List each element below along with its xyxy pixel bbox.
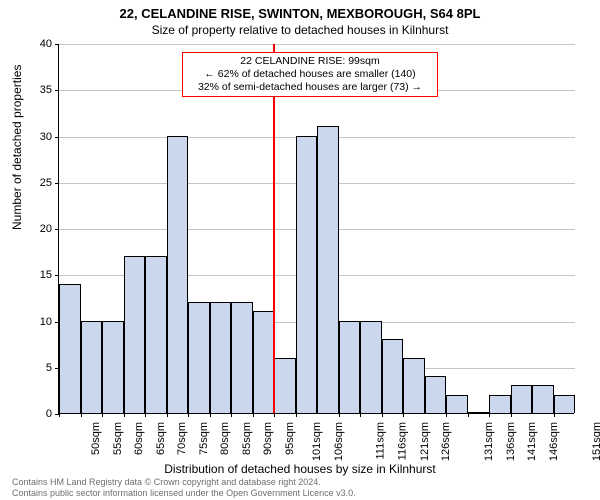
x-tick-label: 95sqm <box>284 422 296 455</box>
y-tick-label: 30 <box>26 131 52 143</box>
y-tick-label: 10 <box>26 316 52 328</box>
histogram-bar <box>403 358 424 414</box>
x-tick-label: 136sqm <box>505 422 517 461</box>
histogram-bar <box>468 412 489 413</box>
x-tick-label: 85sqm <box>241 422 253 455</box>
footer-attribution: Contains HM Land Registry data © Crown c… <box>12 477 356 498</box>
annotation-line-2: ← 62% of detached houses are smaller (14… <box>187 68 433 81</box>
histogram-bar <box>188 302 210 413</box>
y-tick-label: 5 <box>26 362 52 374</box>
histogram-bar <box>554 395 575 414</box>
x-tick-label: 121sqm <box>419 422 431 461</box>
histogram-bar <box>511 385 532 413</box>
footer-line-2: Contains public sector information licen… <box>12 488 356 498</box>
annotation-line-1: 22 CELANDINE RISE: 99sqm <box>187 55 433 68</box>
x-axis-label: Distribution of detached houses by size … <box>0 462 600 476</box>
annotation-line-3: 32% of semi-detached houses are larger (… <box>187 81 433 94</box>
x-tick-label: 126sqm <box>440 422 452 461</box>
x-tick-label: 90sqm <box>262 422 274 455</box>
y-tick-label: 0 <box>26 408 52 420</box>
x-tick-label: 116sqm <box>396 422 408 460</box>
x-tick-label: 65sqm <box>155 422 167 455</box>
histogram-bar <box>59 284 81 414</box>
y-tick-label: 25 <box>26 177 52 189</box>
histogram-bar <box>210 302 232 413</box>
y-tick-label: 40 <box>26 38 52 50</box>
histogram-bar <box>253 311 275 413</box>
x-tick-label: 50sqm <box>90 422 102 455</box>
y-axis-label: Number of detached properties <box>10 65 24 230</box>
x-tick-label: 151sqm <box>591 422 600 461</box>
histogram-bar <box>382 339 403 413</box>
y-tick-label: 15 <box>26 269 52 281</box>
histogram-bar <box>167 136 189 414</box>
footer-line-1: Contains HM Land Registry data © Crown c… <box>12 477 356 487</box>
x-tick-label: 55sqm <box>112 422 124 455</box>
x-tick-label: 60sqm <box>133 422 145 455</box>
histogram-bar <box>360 321 381 414</box>
histogram-bar <box>81 321 103 414</box>
x-tick-label: 106sqm <box>333 422 345 461</box>
page-title-address: 22, CELANDINE RISE, SWINTON, MEXBOROUGH,… <box>0 6 600 21</box>
x-tick-label: 75sqm <box>198 422 210 455</box>
plot-area: 051015202530354050sqm55sqm60sqm65sqm70sq… <box>58 44 574 414</box>
histogram-bar <box>274 358 295 414</box>
y-tick-label: 35 <box>26 84 52 96</box>
x-tick-label: 70sqm <box>176 422 188 455</box>
histogram-bar <box>317 126 338 413</box>
histogram-bar <box>145 256 167 413</box>
x-tick-label: 80sqm <box>219 422 231 455</box>
histogram-bar <box>532 385 553 413</box>
histogram-bar <box>296 136 317 414</box>
histogram-chart: 051015202530354050sqm55sqm60sqm65sqm70sq… <box>58 44 574 414</box>
reference-line <box>273 44 275 413</box>
histogram-bar <box>339 321 360 414</box>
x-tick-label: 141sqm <box>526 422 538 461</box>
histogram-bar <box>446 395 467 414</box>
histogram-bar <box>124 256 146 413</box>
histogram-bar <box>102 321 124 414</box>
x-tick-label: 131sqm <box>483 422 495 461</box>
x-tick-label: 146sqm <box>548 422 560 461</box>
x-tick-label: 101sqm <box>311 422 323 461</box>
y-tick-label: 20 <box>26 223 52 235</box>
page-subtitle: Size of property relative to detached ho… <box>0 23 600 37</box>
gridline <box>59 44 575 45</box>
x-tick-label: 111sqm <box>374 422 386 460</box>
histogram-bar <box>489 395 510 414</box>
annotation-box: 22 CELANDINE RISE: 99sqm ← 62% of detach… <box>182 52 438 97</box>
histogram-bar <box>231 302 253 413</box>
histogram-bar <box>425 376 446 413</box>
